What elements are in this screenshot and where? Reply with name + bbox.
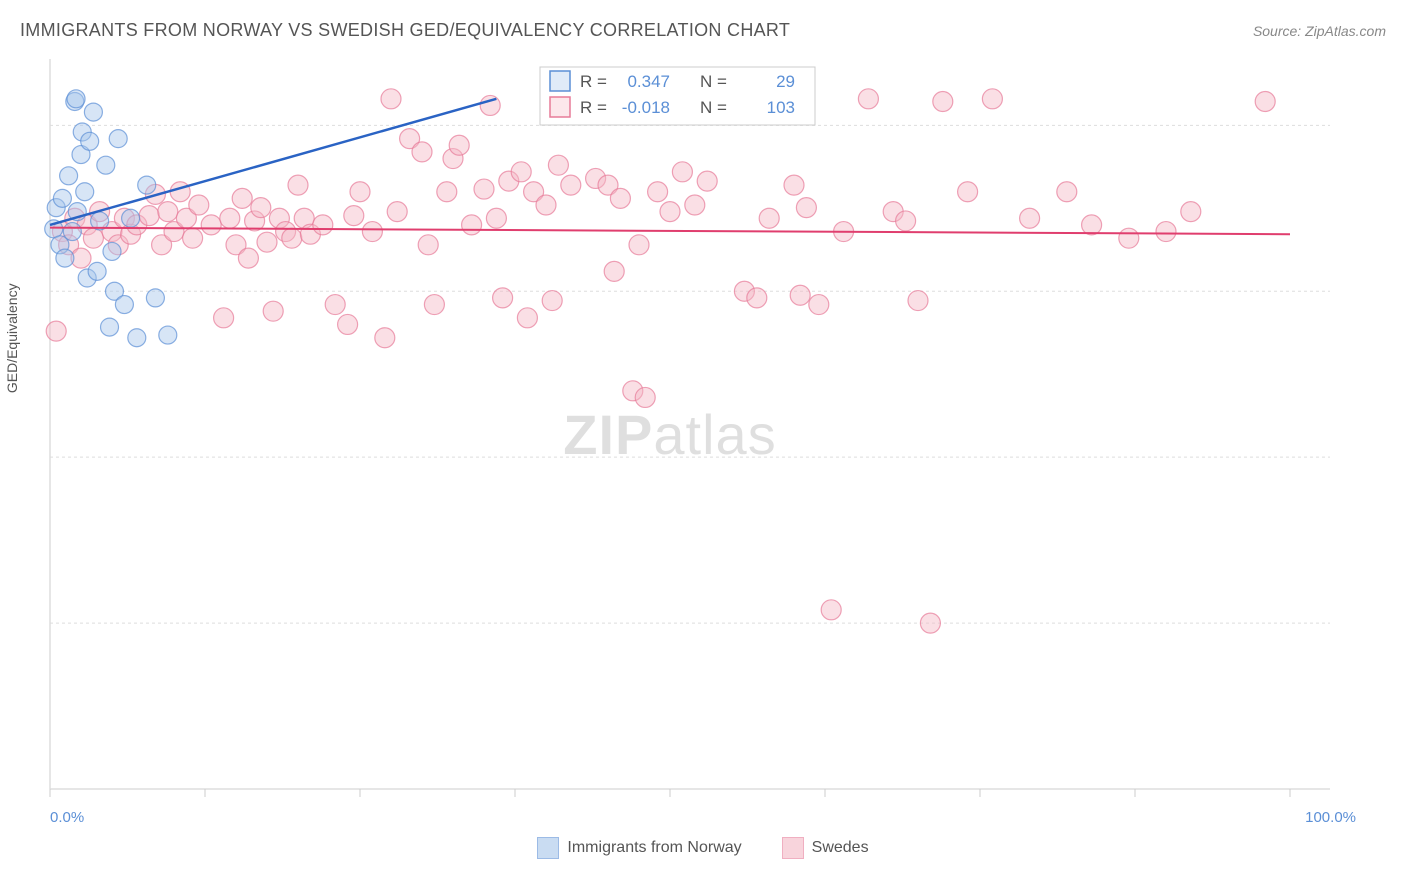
chart-title: IMMIGRANTS FROM NORWAY VS SWEDISH GED/EQ… bbox=[20, 20, 790, 41]
svg-text:103: 103 bbox=[767, 98, 795, 117]
svg-text:N =: N = bbox=[700, 72, 727, 91]
x-axis-max-label: 100.0% bbox=[1305, 809, 1356, 826]
legend-item-swedes: Swedes bbox=[782, 837, 869, 859]
legend-item-norway: Immigrants from Norway bbox=[537, 837, 741, 859]
source-attribution: Source: ZipAtlas.com bbox=[1253, 23, 1386, 39]
legend-label-swedes: Swedes bbox=[812, 839, 869, 857]
svg-text:-0.018: -0.018 bbox=[622, 98, 670, 117]
svg-text:R =: R = bbox=[580, 72, 607, 91]
correlation-scatter-chart: 62.5%75.0%87.5%100.0%ZIPatlasR =0.347N =… bbox=[20, 49, 1340, 809]
svg-text:N =: N = bbox=[700, 98, 727, 117]
y-axis-label: GED/Equivalency bbox=[4, 283, 20, 393]
svg-text:0.347: 0.347 bbox=[627, 72, 670, 91]
chart-container: GED/Equivalency 62.5%75.0%87.5%100.0%ZIP… bbox=[20, 49, 1386, 831]
legend-label-norway: Immigrants from Norway bbox=[567, 839, 741, 857]
legend-swatch-norway bbox=[537, 837, 559, 859]
svg-text:ZIPatlas: ZIPatlas bbox=[563, 403, 776, 466]
bottom-legend: Immigrants from Norway Swedes bbox=[20, 837, 1386, 859]
svg-text:29: 29 bbox=[776, 72, 795, 91]
x-axis-labels: 0.0% 100.0% bbox=[50, 809, 1386, 831]
x-axis-min-label: 0.0% bbox=[50, 809, 84, 826]
legend-swatch-swedes bbox=[782, 837, 804, 859]
svg-text:R =: R = bbox=[580, 98, 607, 117]
